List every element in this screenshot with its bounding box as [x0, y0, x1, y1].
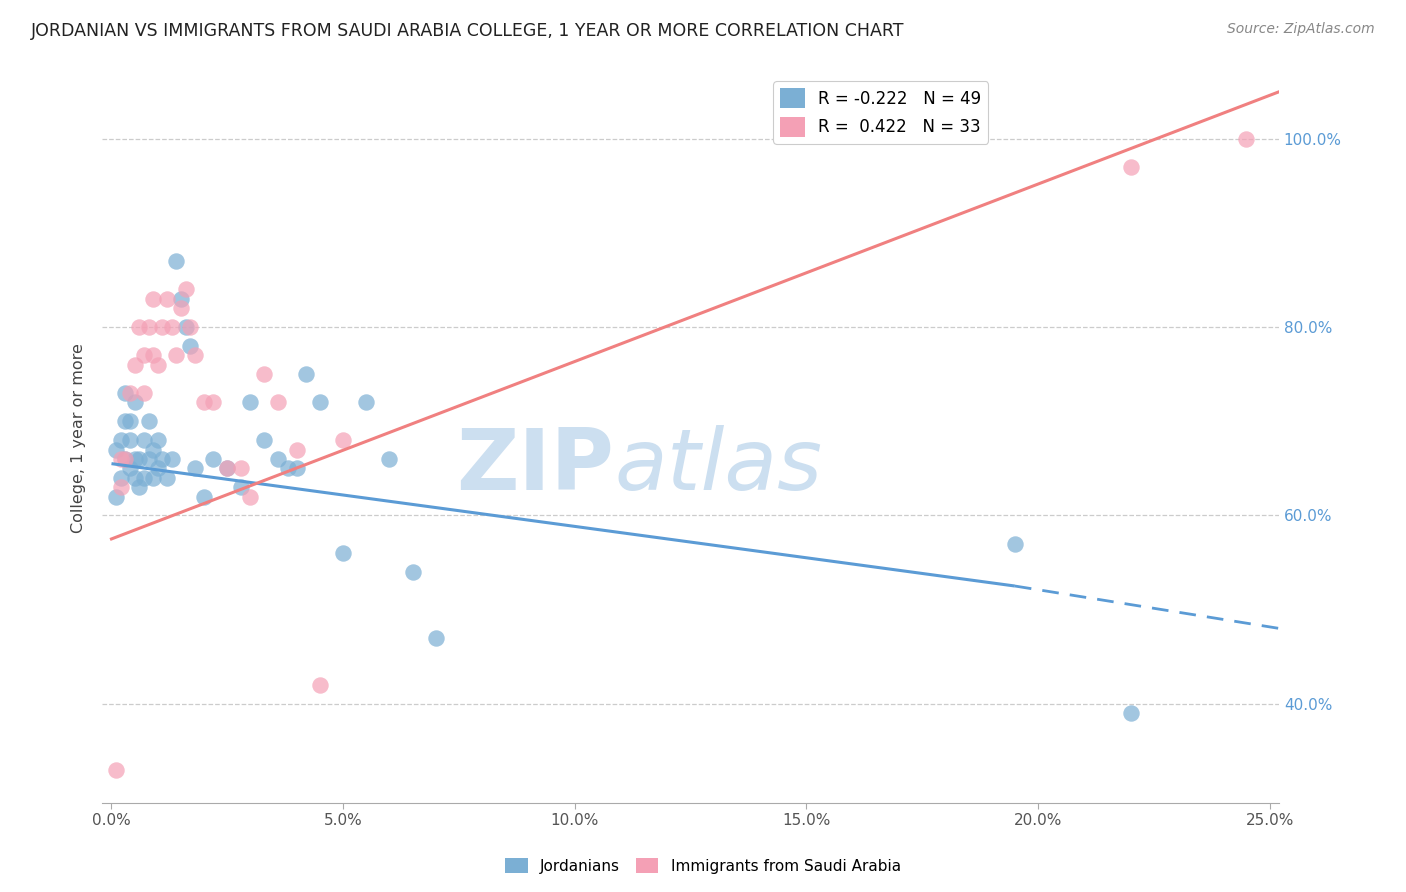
Point: [138, 451, 160, 466]
Point: [142, 348, 165, 362]
Point: [401, 565, 423, 579]
Point: [114, 451, 136, 466]
Point: [425, 631, 447, 645]
Point: [239, 490, 262, 504]
Point: [110, 480, 132, 494]
Point: [156, 292, 179, 306]
Point: [138, 320, 160, 334]
Point: [142, 292, 165, 306]
Point: [138, 414, 160, 428]
Text: Source: ZipAtlas.com: Source: ZipAtlas.com: [1227, 22, 1375, 37]
Point: [276, 461, 298, 475]
Point: [309, 395, 332, 409]
Point: [174, 283, 197, 297]
Point: [132, 348, 155, 362]
Point: [202, 451, 225, 466]
Point: [128, 480, 150, 494]
Point: [114, 386, 136, 401]
Point: [118, 386, 141, 401]
Y-axis label: College, 1 year or more: College, 1 year or more: [72, 343, 86, 533]
Point: [105, 763, 128, 777]
Point: [114, 451, 136, 466]
Point: [332, 546, 354, 560]
Point: [124, 471, 146, 485]
Point: [253, 368, 276, 382]
Text: ZIP: ZIP: [457, 425, 614, 508]
Point: [1004, 536, 1026, 550]
Point: [231, 480, 253, 494]
Point: [132, 433, 155, 447]
Point: [118, 433, 141, 447]
Legend: Jordanians, Immigrants from Saudi Arabia: Jordanians, Immigrants from Saudi Arabia: [499, 852, 907, 880]
Point: [253, 433, 276, 447]
Point: [152, 451, 174, 466]
Point: [184, 348, 207, 362]
Point: [114, 414, 136, 428]
Text: JORDANIAN VS IMMIGRANTS FROM SAUDI ARABIA COLLEGE, 1 YEAR OR MORE CORRELATION CH: JORDANIAN VS IMMIGRANTS FROM SAUDI ARABI…: [31, 22, 904, 40]
Point: [202, 395, 225, 409]
Point: [378, 451, 401, 466]
Point: [285, 442, 308, 457]
Point: [1119, 160, 1142, 174]
Point: [170, 292, 193, 306]
Point: [285, 461, 308, 475]
Point: [332, 433, 354, 447]
Point: [184, 461, 207, 475]
Point: [295, 368, 318, 382]
Point: [124, 451, 146, 466]
Point: [105, 442, 128, 457]
Point: [165, 254, 187, 268]
Point: [124, 395, 146, 409]
Point: [105, 490, 128, 504]
Point: [217, 461, 239, 475]
Point: [1119, 706, 1142, 720]
Point: [239, 395, 262, 409]
Point: [160, 451, 183, 466]
Legend: R = -0.222   N = 49, R =  0.422   N = 33: R = -0.222 N = 49, R = 0.422 N = 33: [773, 81, 988, 144]
Point: [110, 471, 132, 485]
Point: [156, 471, 179, 485]
Point: [231, 461, 253, 475]
Point: [267, 451, 290, 466]
Point: [267, 395, 290, 409]
Point: [146, 461, 169, 475]
Point: [160, 320, 183, 334]
Point: [170, 301, 193, 316]
Point: [179, 339, 201, 353]
Point: [1236, 132, 1258, 146]
Point: [193, 395, 215, 409]
Point: [110, 433, 132, 447]
Point: [309, 678, 332, 692]
Point: [128, 320, 150, 334]
Point: [174, 320, 197, 334]
Point: [142, 471, 165, 485]
Point: [165, 348, 187, 362]
Point: [124, 358, 146, 372]
Point: [179, 320, 201, 334]
Point: [146, 358, 169, 372]
Point: [132, 386, 155, 401]
Point: [217, 461, 239, 475]
Point: [132, 471, 155, 485]
Point: [118, 414, 141, 428]
Point: [142, 442, 165, 457]
Point: [146, 433, 169, 447]
Point: [118, 461, 141, 475]
Point: [193, 490, 215, 504]
Point: [152, 320, 174, 334]
Point: [110, 451, 132, 466]
Point: [128, 451, 150, 466]
Text: atlas: atlas: [614, 425, 823, 508]
Point: [356, 395, 378, 409]
